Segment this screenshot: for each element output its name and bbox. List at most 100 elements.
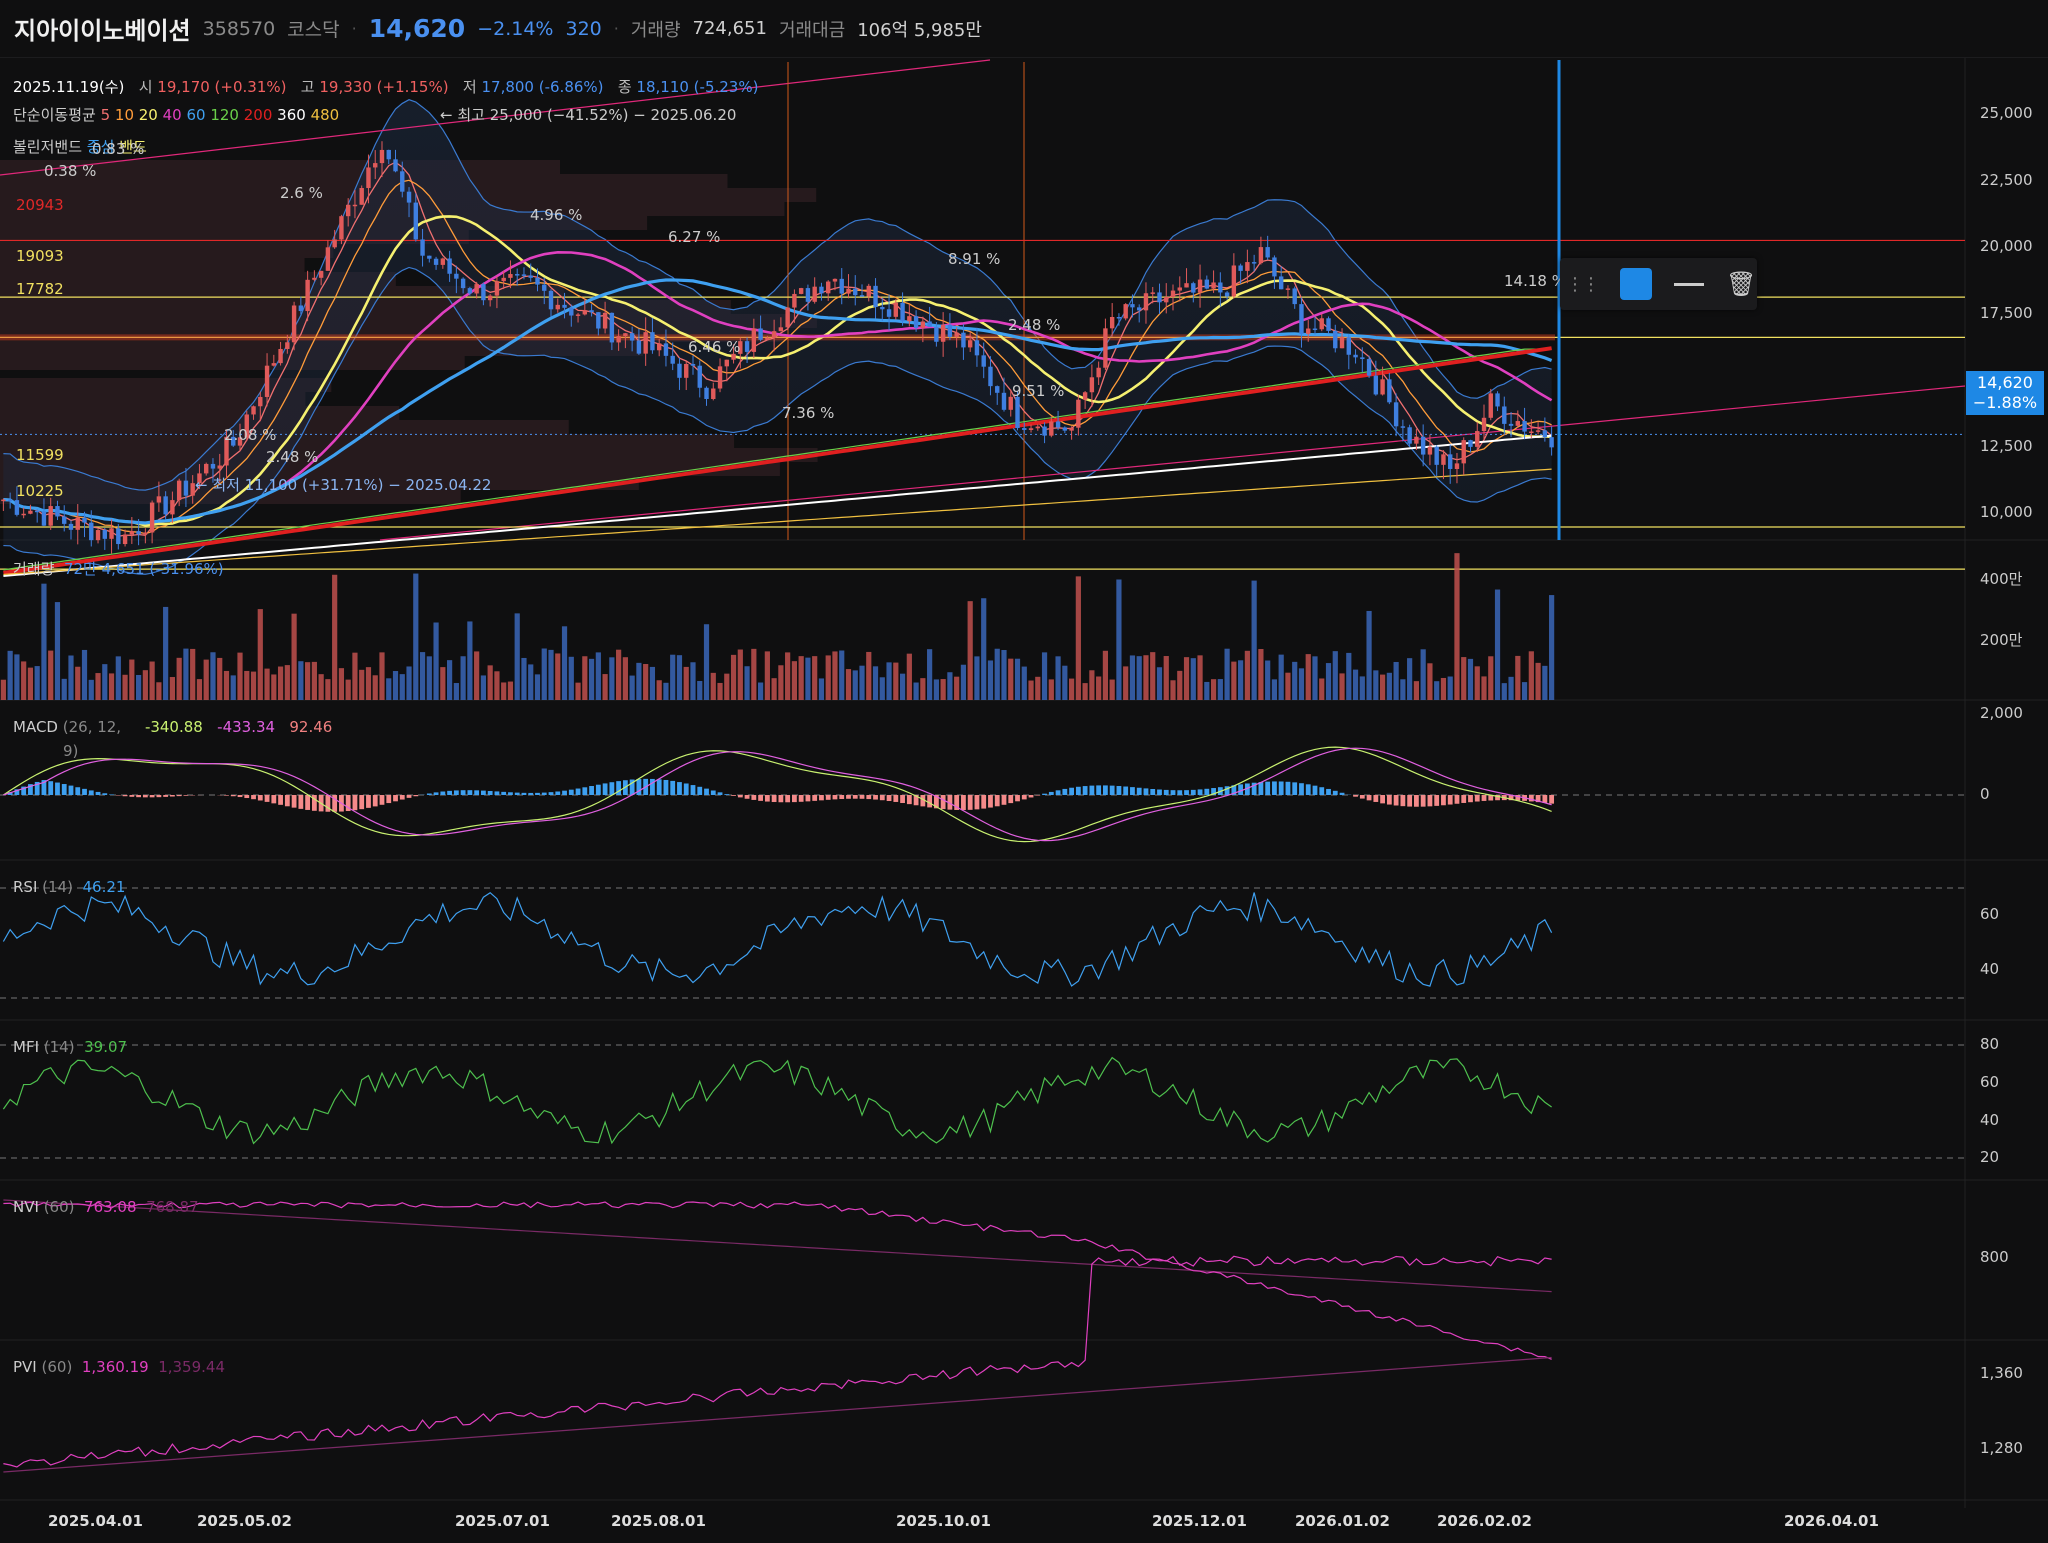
pct-label: 2.6 % (280, 184, 323, 202)
macd-hist-bar (224, 795, 229, 796)
volume-profile-bar (0, 244, 334, 258)
candle-body (866, 285, 871, 297)
candle-body (440, 258, 446, 265)
candle-body (961, 332, 966, 348)
trend-line-upper (0, 59, 991, 176)
pvi-tick: 1,280 (1980, 1439, 2023, 1457)
candle-body (487, 295, 493, 301)
macd-hist-bar (386, 795, 392, 804)
macd-hist-bar (1488, 795, 1494, 801)
volume-bar (487, 665, 493, 700)
candle-body (318, 270, 324, 278)
candle-body (433, 258, 439, 265)
candle-body (420, 239, 425, 256)
pct-label: 0.38 % (44, 162, 97, 180)
macd-hist-bar (771, 795, 777, 803)
macd-hist-bar (1312, 785, 1318, 795)
volume-bar (426, 656, 432, 700)
volume-bar (893, 662, 899, 700)
candle-body (149, 502, 155, 533)
macd-hist-bar (1008, 795, 1014, 804)
macd-hist-bar (717, 792, 723, 795)
candle-body (1326, 318, 1331, 331)
candle-body (798, 288, 804, 294)
time-tick: 2025.12.01 (1152, 1512, 1247, 1530)
candle-body (244, 414, 249, 438)
macd-hist-bar (900, 795, 905, 804)
bollinger-band: 밴드 (119, 138, 147, 156)
macd-hist-bar (109, 794, 114, 795)
mfi-panel (0, 1044, 1965, 1159)
macd-hist-bar (866, 795, 872, 800)
volume-bar (1278, 654, 1284, 700)
drag-handle-icon[interactable]: ⋮⋮ (1566, 273, 1600, 295)
line-style-icon[interactable] (1674, 282, 1704, 286)
volume-profile-bar (0, 448, 818, 462)
volume-bar (210, 652, 216, 700)
volume-bar (872, 666, 879, 700)
trend-line-lower (379, 385, 1966, 541)
macd-hist-bar (1542, 795, 1548, 803)
separator-dot: · (351, 19, 357, 38)
volume-bar (1123, 666, 1129, 700)
macd-hist-bar (1332, 790, 1338, 795)
candle-body (1022, 428, 1027, 430)
macd-hist-bar (1123, 786, 1129, 795)
volume-bar (257, 609, 263, 700)
volume-bar (1298, 668, 1305, 700)
volume-bar (1515, 655, 1521, 700)
volume-bar (670, 654, 676, 700)
candle-body (1008, 396, 1013, 410)
trash-icon[interactable]: 🗑 (1726, 270, 1757, 298)
volume-bar (1062, 665, 1068, 700)
volume-bar (1312, 656, 1318, 700)
candle-body (1387, 379, 1392, 403)
volume-bar (636, 662, 642, 700)
volume-bar (1420, 649, 1426, 700)
candle-body (1224, 292, 1230, 297)
candle-body (934, 326, 939, 342)
candle-body (1109, 316, 1115, 329)
line-color-button[interactable] (1620, 268, 1652, 300)
volume-bar (149, 661, 155, 700)
macd-hist-bar (906, 795, 912, 805)
candle-body (170, 500, 175, 515)
volume-bar (1319, 678, 1325, 700)
macd-hist-bar (1082, 786, 1088, 795)
candle-body (1055, 421, 1061, 428)
rsi-value: 46.21 (82, 878, 126, 896)
candle-body (988, 366, 993, 387)
hline-label-10225: 10225 (16, 482, 64, 500)
volume-bar (230, 675, 236, 700)
candle-body (460, 278, 466, 289)
pct-label: 6.27 % (668, 228, 721, 246)
volume-bar (1082, 683, 1088, 700)
macd-hist-bar (886, 795, 892, 802)
volume-bar (1008, 658, 1014, 700)
volume-bar (494, 671, 500, 700)
candle-body (122, 534, 128, 545)
macd-hist-bar (589, 786, 594, 795)
macd-hist-bar (751, 795, 757, 800)
volume-bar (764, 651, 770, 700)
stock-chart[interactable] (0, 58, 2048, 1543)
volume-bar (1481, 676, 1487, 700)
candle-body (521, 274, 527, 276)
volume-bar (156, 682, 162, 700)
candle-body (339, 216, 344, 240)
pvi-panel (3, 1255, 1552, 1473)
macd-hist-bar (467, 790, 473, 795)
volume-bar (1427, 663, 1433, 700)
volume-bar (305, 662, 311, 700)
volume-bar (1021, 666, 1027, 700)
pct-label: 8.91 % (948, 250, 1001, 268)
candle-body (7, 499, 13, 502)
volume-bar (697, 680, 703, 700)
volume-bar (1366, 610, 1372, 700)
macd-hist-bar (555, 791, 561, 795)
macd-hist-bar (514, 792, 520, 795)
candle-body (1529, 431, 1534, 434)
candle-body (1319, 318, 1324, 330)
candle-body (406, 191, 412, 203)
nvi-value: 763.08 (84, 1198, 137, 1216)
